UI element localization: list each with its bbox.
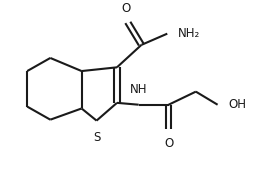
Text: NH₂: NH₂ [178, 27, 200, 40]
Text: O: O [164, 137, 173, 151]
Text: S: S [93, 131, 100, 144]
Text: O: O [122, 2, 131, 15]
Text: OH: OH [228, 98, 246, 111]
Text: NH: NH [130, 83, 147, 96]
